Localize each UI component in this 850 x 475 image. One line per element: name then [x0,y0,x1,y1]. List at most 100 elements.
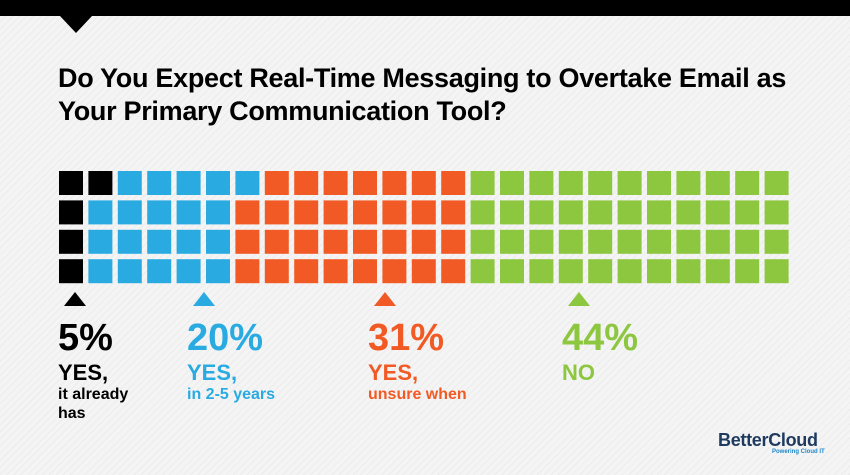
waffle-cell-unsure-when [441,200,466,225]
waffle-cell-unsure-when [294,259,319,284]
waffle-cell-no [470,200,495,225]
waffle-cell-no [764,200,789,225]
pointer-triangle [568,292,590,306]
waffle-cell-no [735,171,760,195]
waffle-cell-unsure-when [411,229,436,254]
waffle-cell-no [470,259,495,284]
waffle-cell-no [500,171,524,195]
waffle-cell-in-2-5-years [147,200,172,225]
stat-answer: YES, [58,360,109,385]
waffle-cell-in-2-5-years [117,229,142,254]
waffle-cell-unsure-when [294,200,319,225]
waffle-cell-no [500,200,524,225]
waffle-cell-unsure-when [323,171,348,195]
waffle-cell-no [705,229,730,254]
top-bar [0,0,850,16]
waffle-cell-in-2-5-years [117,200,142,225]
waffle-cell-unsure-when [264,171,289,195]
waffle-cell-in-2-5-years [88,259,113,284]
waffle-cell-no [588,259,613,284]
waffle-cell-unsure-when [235,229,260,254]
waffle-cell-in-2-5-years [176,259,201,284]
waffle-cell-unsure-when [264,229,289,254]
waffle-cell-unsure-when [264,200,289,225]
stat-2-5-years: 20% YES, in 2-5 years [187,292,357,404]
waffle-cell-unsure-when [235,259,260,284]
waffle-cell-already-has [88,171,113,195]
waffle-cell-unsure-when [411,171,436,195]
waffle-cell-no [705,171,730,195]
waffle-cell-in-2-5-years [176,229,201,254]
waffle-cell-unsure-when [353,259,377,284]
waffle-cell-unsure-when [235,200,260,225]
waffle-cell-no [764,229,789,254]
waffle-cell-unsure-when [294,171,319,195]
stat-detail: unsure when [368,386,467,403]
waffle-cell-unsure-when [294,229,319,254]
waffle-cell-no [735,259,760,284]
stat-percent: 5% [58,317,113,359]
waffle-cell-no [764,259,789,284]
waffle-cell-no [558,171,583,195]
top-notch [60,16,92,33]
waffle-cell-unsure-when [411,259,436,284]
chart-title: Do You Expect Real-Time Messaging to Ove… [58,63,787,126]
waffle-cell-unsure-when [382,229,407,254]
waffle-cell-unsure-when [382,171,407,195]
waffle-cell-unsure-when [353,229,377,254]
stat-answer: YES, [368,360,419,385]
waffle-cell-no [676,171,701,195]
stat-unsure-when: 31% YES, unsure when [368,292,538,404]
waffle-cell-no [647,229,671,254]
waffle-cell-no [647,200,671,225]
waffle-cell-no [735,229,760,254]
waffle-cell-no [529,229,554,254]
waffle-cell-no [470,171,495,195]
waffle-cell-in-2-5-years [88,200,113,225]
waffle-cell-no [617,200,642,225]
waffle-cell-already-has [59,259,83,284]
waffle-cell-no [676,229,701,254]
waffle-cell-unsure-when [323,259,348,284]
pointer-triangle [193,292,215,306]
stat-percent: 44% [562,317,639,359]
waffle-cell-unsure-when [382,259,407,284]
waffle-cell-in-2-5-years [117,259,142,284]
waffle-cell-no [500,259,524,284]
waffle-cell-no [558,229,583,254]
waffle-cell-no [617,229,642,254]
stat-percent: 31% [368,317,445,359]
stat-detail: in 2-5 years [187,386,276,403]
waffle-cell-unsure-when [441,229,466,254]
waffle-cell-no [676,200,701,225]
waffle-cell-in-2-5-years [147,229,172,254]
waffle-cell-in-2-5-years [147,171,172,195]
pointer-triangle [374,292,396,306]
stat-answer: YES, [187,360,238,385]
waffle-cell-in-2-5-years [206,200,230,225]
waffle-cell-no [558,259,583,284]
waffle-cell-no [676,259,701,284]
waffle-cell-in-2-5-years [117,171,142,195]
waffle-cell-unsure-when [382,200,407,225]
waffle-cell-in-2-5-years [206,259,230,284]
waffle-cell-already-has [59,171,83,195]
waffle-cell-no [617,171,642,195]
waffle-cell-unsure-when [411,200,436,225]
waffle-cell-no [529,200,554,225]
stat-detail: it already has [58,386,129,422]
waffle-cell-already-has [59,229,83,254]
stat-already-has: 5% YES, it already has [58,292,228,423]
waffle-cell-no [500,229,524,254]
waffle-cell-in-2-5-years [206,171,230,195]
waffle-cell-no [764,171,789,195]
waffle-cell-in-2-5-years [88,229,113,254]
waffle-cell-no [647,259,671,284]
waffle-cell-in-2-5-years [147,259,172,284]
waffle-cell-no [470,229,495,254]
waffle-cell-in-2-5-years [235,171,260,195]
waffle-cell-no [647,171,671,195]
stat-answer: NO [562,360,595,385]
bettercloud-logo: BetterCloud Powering Cloud IT [718,430,838,455]
